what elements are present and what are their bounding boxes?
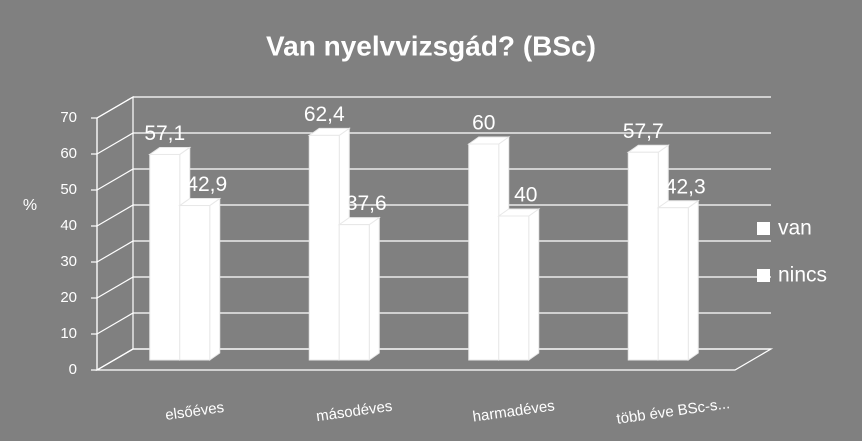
data-label: 37,6 [346,192,387,215]
y-tick-label: 70 [60,109,77,126]
bar-face [657,207,689,361]
side-grid-line [96,348,134,371]
bar-face [209,197,221,361]
bar-face [308,134,340,361]
legend-label: van [778,217,812,240]
side-grid-line [96,204,134,227]
y-axis-title: % [23,197,37,214]
bar-face [687,199,699,361]
bar-face [179,205,211,361]
y-tick-label: 40 [60,217,77,234]
bar [337,216,381,361]
y-tick-label: 10 [60,325,77,342]
data-label: 42,3 [665,175,706,198]
bar-face [627,151,659,361]
bar-face [468,143,500,361]
legend-swatch [757,269,770,282]
bar-face [528,208,540,361]
bar [656,199,700,361]
bar [497,208,541,361]
side-grid-line [96,312,134,335]
data-label: 62,4 [304,103,345,126]
data-label: 42,9 [186,173,227,196]
side-grid-line [96,168,134,191]
y-tick-label: 50 [60,181,77,198]
side-grid-line [96,96,134,119]
y-tick-label: 20 [60,289,77,306]
legend-label: nincs [778,264,827,287]
y-tick-label: 0 [69,361,77,378]
bar [178,197,222,361]
bar-face [498,215,530,361]
bar-face [149,153,181,361]
y-tick-label: 30 [60,253,77,270]
data-label: 57,7 [623,120,664,143]
legend-swatch [757,222,770,235]
side-grid-line [96,132,134,155]
bar-face [368,216,380,361]
y-tick-label: 60 [60,145,77,162]
side-grid-line [96,240,134,263]
data-label: 40 [514,184,537,207]
data-label: 57,1 [144,122,185,145]
data-label: 60 [472,112,495,135]
side-grid-line [96,276,134,299]
bar-face [338,224,370,361]
chart-title: Van nyelvvizsgád? (BSc) [266,30,596,61]
